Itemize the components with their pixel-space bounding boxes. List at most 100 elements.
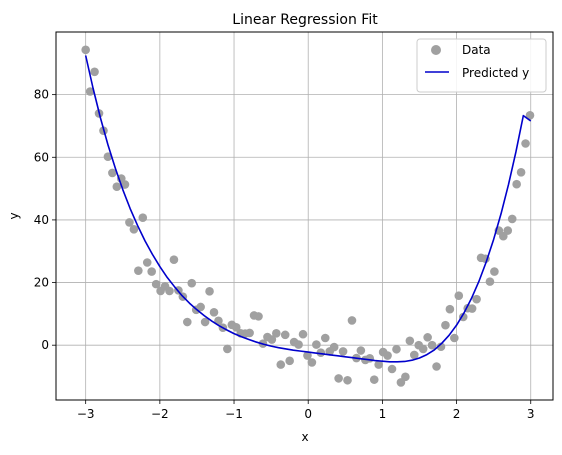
data-point <box>374 360 383 369</box>
data-point <box>467 304 477 313</box>
plot-frame <box>55 31 554 401</box>
data-point <box>147 267 156 276</box>
data-point <box>272 328 281 338</box>
data-point <box>223 344 232 354</box>
data-point <box>151 279 161 289</box>
data-point <box>312 340 321 349</box>
x-tick-label: 0 <box>304 407 312 421</box>
x-axis: −3 −2 −1 0 1 2 3 <box>77 400 535 421</box>
data-point <box>205 287 214 296</box>
data-point <box>450 333 459 343</box>
data-point <box>405 336 415 346</box>
y-axis: 0 20 40 60 80 <box>34 88 56 352</box>
y-axis-label: y <box>7 212 21 219</box>
legend-box <box>416 38 547 93</box>
data-point <box>454 291 464 301</box>
legend: Data Predicted y <box>416 38 547 93</box>
data-point <box>472 294 481 304</box>
data-point <box>387 364 397 374</box>
data-point <box>485 277 495 286</box>
data-point <box>138 213 148 223</box>
data-point <box>112 182 122 192</box>
data-point <box>343 375 352 385</box>
y-tick-label: 80 <box>34 88 49 102</box>
data-point <box>169 255 179 264</box>
data-point <box>231 323 241 332</box>
data-point <box>165 286 174 296</box>
data-point <box>276 360 286 369</box>
data-point <box>445 304 455 314</box>
data-point <box>329 342 339 352</box>
data-point <box>307 358 317 367</box>
data-point <box>120 180 130 189</box>
x-tick-label: 2 <box>453 407 461 421</box>
data-point <box>503 226 513 235</box>
data-point <box>320 333 330 343</box>
data-point <box>294 340 303 349</box>
data-point <box>516 168 526 177</box>
x-axis-label: x <box>301 430 308 444</box>
data-point <box>316 348 326 358</box>
data-point <box>418 344 428 354</box>
x-tick-label: −3 <box>77 407 95 421</box>
data-point <box>369 375 379 384</box>
data-point <box>187 278 197 288</box>
data-point <box>200 317 210 327</box>
data-point <box>436 342 446 352</box>
data-point <box>214 316 223 326</box>
legend-data-marker <box>431 45 441 55</box>
data-point <box>196 302 205 312</box>
data-point <box>303 351 312 360</box>
data-point <box>365 354 375 363</box>
data-point <box>423 333 432 342</box>
data-point <box>347 316 357 325</box>
data-point <box>521 139 530 148</box>
data-point <box>108 168 117 178</box>
data-point <box>85 87 95 96</box>
data-point <box>285 356 294 366</box>
data-point <box>490 267 499 276</box>
data-point <box>103 152 113 161</box>
data-point <box>507 214 517 224</box>
x-tick-label: −1 <box>225 407 243 421</box>
legend-data-label: Data <box>462 43 491 57</box>
data-point <box>334 374 343 383</box>
x-tick-label: 3 <box>527 407 535 421</box>
y-tick-label: 60 <box>34 150 49 164</box>
data-point <box>267 335 277 344</box>
chart-title: Linear Regression Fit <box>232 12 378 28</box>
y-tick-label: 0 <box>41 338 49 352</box>
data-point <box>182 317 192 327</box>
data-point <box>356 346 366 355</box>
data-point <box>401 372 410 382</box>
data-point <box>280 330 290 340</box>
data-point <box>125 218 134 227</box>
data-point <box>90 67 99 77</box>
data-point <box>134 266 143 275</box>
data-point <box>392 344 401 354</box>
data-point <box>338 347 348 356</box>
legend-predicted-label: Predicted y <box>462 66 529 80</box>
data-point <box>254 312 263 321</box>
y-tick-label: 40 <box>34 213 49 227</box>
grid <box>56 32 553 400</box>
data-point <box>512 179 521 189</box>
data-point <box>427 340 437 350</box>
data-point <box>245 328 254 338</box>
data-point <box>129 225 139 234</box>
y-tick-label: 20 <box>34 276 49 290</box>
data-point <box>441 320 450 330</box>
x-tick-label: −2 <box>151 407 169 421</box>
data-point <box>409 350 419 360</box>
data-point <box>383 351 392 360</box>
x-tick-label: 1 <box>379 407 387 421</box>
predicted-line <box>84 55 532 363</box>
plot-area <box>81 45 535 387</box>
data-point <box>298 329 308 339</box>
data-point <box>81 45 90 55</box>
data-point <box>209 308 219 317</box>
data-point <box>525 111 535 120</box>
data-point <box>142 258 152 267</box>
data-point <box>432 362 441 371</box>
